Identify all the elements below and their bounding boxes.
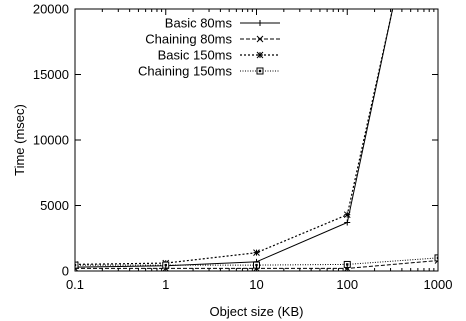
- plot-frame: [74, 8, 439, 272]
- legend-label: Basic 150ms: [158, 48, 233, 63]
- data-point: [344, 219, 351, 226]
- data-point-core: [75, 263, 77, 267]
- y-tick-label: 20000: [33, 2, 69, 17]
- series-line: [75, 257, 438, 266]
- data-point: [257, 20, 263, 26]
- y-axis-label: Time (msec): [12, 104, 27, 176]
- series-basic-80ms: [75, 9, 394, 271]
- data-point: [343, 211, 351, 219]
- data-point: [75, 261, 79, 269]
- series-line: [75, 9, 394, 265]
- y-tick-label: 10000: [33, 133, 69, 148]
- y-tick-label: 0: [62, 264, 69, 279]
- legend-label: Chaining 80ms: [145, 32, 232, 47]
- series-line: [75, 9, 394, 268]
- legend-label: Chaining 150ms: [138, 64, 232, 79]
- x-tick-label: 0.1: [66, 277, 84, 292]
- data-point: [253, 249, 260, 257]
- legend-item: Basic 150ms: [158, 48, 280, 63]
- x-tick-label: 10: [249, 277, 263, 292]
- legend-item: Chaining 80ms: [145, 32, 280, 47]
- ticks-layer: 0 5000 10000 15000 20000 0.1 1 10 100 1000: [33, 2, 453, 293]
- y-tick-label: 5000: [40, 198, 69, 213]
- data-point: [256, 51, 264, 59]
- data-point-core: [258, 69, 262, 73]
- series-layer: [75, 9, 438, 271]
- x-tick-label: 1000: [424, 277, 453, 292]
- x-tick-label: 100: [336, 277, 358, 292]
- data-point-core: [346, 263, 349, 266]
- data-point: [256, 35, 264, 43]
- x-tick-label: 1: [162, 277, 169, 292]
- legend-item: Chaining 150ms: [138, 64, 280, 79]
- data-point-core: [436, 256, 438, 260]
- y-tick-label: 15000: [33, 67, 69, 82]
- legend-item: Basic 80ms: [165, 16, 280, 31]
- legend-label: Basic 80ms: [165, 16, 233, 31]
- data-point: [434, 254, 438, 262]
- x-axis-label: Object size (KB): [210, 304, 304, 319]
- series-basic-150ms: [75, 9, 394, 268]
